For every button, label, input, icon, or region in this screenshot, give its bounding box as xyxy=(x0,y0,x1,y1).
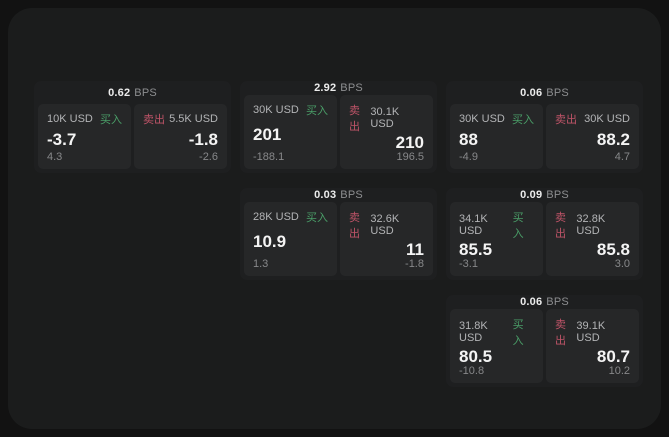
card-spread-header: 0.03 BPS xyxy=(244,188,433,202)
sell-amount: 5.5K USD xyxy=(169,113,218,125)
buy-amount: 31.8K USD xyxy=(459,320,488,344)
price-card: 0.06 BPS 31.8K USD 买入 80.5 -10.8 卖出 39.1… xyxy=(446,295,643,387)
buy-change: -3.1 xyxy=(459,258,478,270)
buy-tile[interactable]: 10K USD 买入 -3.7 4.3 xyxy=(38,104,131,169)
tiles: 30K USD 买入 88 -4.9 卖出 30K USD 88.2 4.7 xyxy=(450,104,639,169)
price-card: 0.06 BPS 30K USD 买入 88 -4.9 卖出 30K USD xyxy=(446,81,643,173)
buy-price: 80.5 xyxy=(459,347,493,366)
sell-tile[interactable]: 卖出 39.1K USD 80.7 10.2 xyxy=(546,309,639,383)
card-spread-header: 0.06 BPS xyxy=(450,81,639,104)
buy-amount: 30K USD xyxy=(253,104,299,116)
buy-price: 201 xyxy=(253,125,282,144)
tiles: 10K USD 买入 -3.7 4.3 卖出 5.5K USD -1.8 -2.… xyxy=(38,104,227,169)
sell-amount: 32.6K USD xyxy=(370,213,400,237)
buy-change: 4.3 xyxy=(47,151,63,163)
spread-unit: BPS xyxy=(340,82,363,94)
buy-amount: 34.1K USD xyxy=(459,213,488,237)
tiles: 31.8K USD 买入 80.5 -10.8 卖出 39.1K USD 80.… xyxy=(450,309,639,383)
spread-unit: BPS xyxy=(546,296,569,308)
spread-value: 0.03 xyxy=(314,189,337,201)
card-spread-header: 0.09 BPS xyxy=(450,188,639,202)
sell-amount: 39.1K USD xyxy=(576,320,606,344)
card-spread-header: 0.06 BPS xyxy=(450,295,639,309)
sell-change: 4.7 xyxy=(614,151,630,163)
buy-change: -188.1 xyxy=(253,151,285,163)
sell-tile[interactable]: 卖出 32.6K USD 11 -1.8 xyxy=(340,202,433,276)
sell-change: -1.8 xyxy=(405,258,424,270)
card-spread-header: 0.62 BPS xyxy=(38,81,227,104)
sell-amount: 32.8K USD xyxy=(576,213,606,237)
sell-price: 11 xyxy=(406,240,424,259)
buy-price: -3.7 xyxy=(47,129,77,149)
buy-side-label: 买入 xyxy=(306,212,328,224)
buy-change: -4.9 xyxy=(459,151,478,163)
sell-change: 196.5 xyxy=(396,151,424,163)
sell-change: 10.2 xyxy=(608,365,630,377)
tiles: 34.1K USD 买入 85.5 -3.1 卖出 32.8K USD 85.8… xyxy=(450,202,639,276)
sell-change: -2.6 xyxy=(199,151,218,163)
buy-tile[interactable]: 31.8K USD 买入 80.5 -10.8 xyxy=(450,309,543,383)
buy-tile[interactable]: 30K USD 买入 88 -4.9 xyxy=(450,104,543,169)
sell-price: -1.8 xyxy=(188,129,218,149)
sell-side-label: 卖出 xyxy=(349,105,360,133)
buy-change: -10.8 xyxy=(459,365,485,377)
tiles: 30K USD 买入 201 -188.1 卖出 30.1K USD 210 1… xyxy=(244,95,433,169)
buy-price: 88 xyxy=(459,129,478,149)
buy-tile[interactable]: 30K USD 买入 201 -188.1 xyxy=(244,95,337,169)
sell-price: 85.8 xyxy=(596,240,630,259)
spread-value: 0.06 xyxy=(520,86,543,99)
spread-unit: BPS xyxy=(546,189,569,201)
buy-price: 85.5 xyxy=(459,240,493,259)
sell-change: 3.0 xyxy=(614,258,630,270)
sell-price: 88.2 xyxy=(596,129,630,149)
spread-value: 0.09 xyxy=(520,189,543,201)
sell-tile[interactable]: 卖出 30K USD 88.2 4.7 xyxy=(546,104,639,169)
sell-amount: 30K USD xyxy=(584,113,630,125)
main-panel: 0.62 BPS 10K USD 买入 -3.7 4.3 卖出 5.5K USD xyxy=(8,8,661,429)
spread-value: 2.92 xyxy=(314,82,337,94)
sell-side-label: 卖出 xyxy=(349,212,360,240)
price-card: 0.09 BPS 34.1K USD 买入 85.5 -3.1 卖出 32.8K… xyxy=(446,188,643,280)
price-card: 0.62 BPS 10K USD 买入 -3.7 4.3 卖出 5.5K USD xyxy=(34,81,231,173)
buy-side-label: 买入 xyxy=(100,114,122,126)
sell-amount: 30.1K USD xyxy=(370,106,400,130)
buy-side-label: 买入 xyxy=(512,114,534,126)
card-spread-header: 2.92 BPS xyxy=(244,81,433,95)
price-card: 2.92 BPS 30K USD 买入 201 -188.1 卖出 30.1K … xyxy=(240,81,437,173)
sell-tile[interactable]: 卖出 30.1K USD 210 196.5 xyxy=(340,95,433,169)
sell-tile[interactable]: 卖出 32.8K USD 85.8 3.0 xyxy=(546,202,639,276)
buy-amount: 30K USD xyxy=(459,113,505,125)
sell-tile[interactable]: 卖出 5.5K USD -1.8 -2.6 xyxy=(134,104,227,169)
spread-value: 0.06 xyxy=(520,296,543,308)
price-card: 0.03 BPS 28K USD 买入 10.9 1.3 卖出 32.6K US… xyxy=(240,188,437,280)
buy-side-label: 买入 xyxy=(512,212,524,240)
buy-tile[interactable]: 34.1K USD 买入 85.5 -3.1 xyxy=(450,202,543,276)
spread-unit: BPS xyxy=(546,86,569,99)
buy-side-label: 买入 xyxy=(306,105,328,117)
spread-unit: BPS xyxy=(340,189,363,201)
sell-price: 210 xyxy=(395,133,424,152)
buy-change: 1.3 xyxy=(253,258,269,270)
spread-value: 0.62 xyxy=(108,86,131,99)
buy-side-label: 买入 xyxy=(512,319,524,347)
sell-price: 80.7 xyxy=(596,347,630,366)
sell-side-label: 卖出 xyxy=(143,114,165,126)
spread-unit: BPS xyxy=(134,86,157,99)
sell-side-label: 卖出 xyxy=(555,319,566,347)
sell-side-label: 卖出 xyxy=(555,114,577,126)
buy-amount: 28K USD xyxy=(253,211,299,223)
buy-tile[interactable]: 28K USD 买入 10.9 1.3 xyxy=(244,202,337,276)
cards-grid: 0.62 BPS 10K USD 买入 -3.7 4.3 卖出 5.5K USD xyxy=(34,81,643,387)
sell-side-label: 卖出 xyxy=(555,212,566,240)
buy-amount: 10K USD xyxy=(47,113,93,125)
buy-price: 10.9 xyxy=(253,232,287,251)
tiles: 28K USD 买入 10.9 1.3 卖出 32.6K USD 11 -1.8 xyxy=(244,202,433,276)
